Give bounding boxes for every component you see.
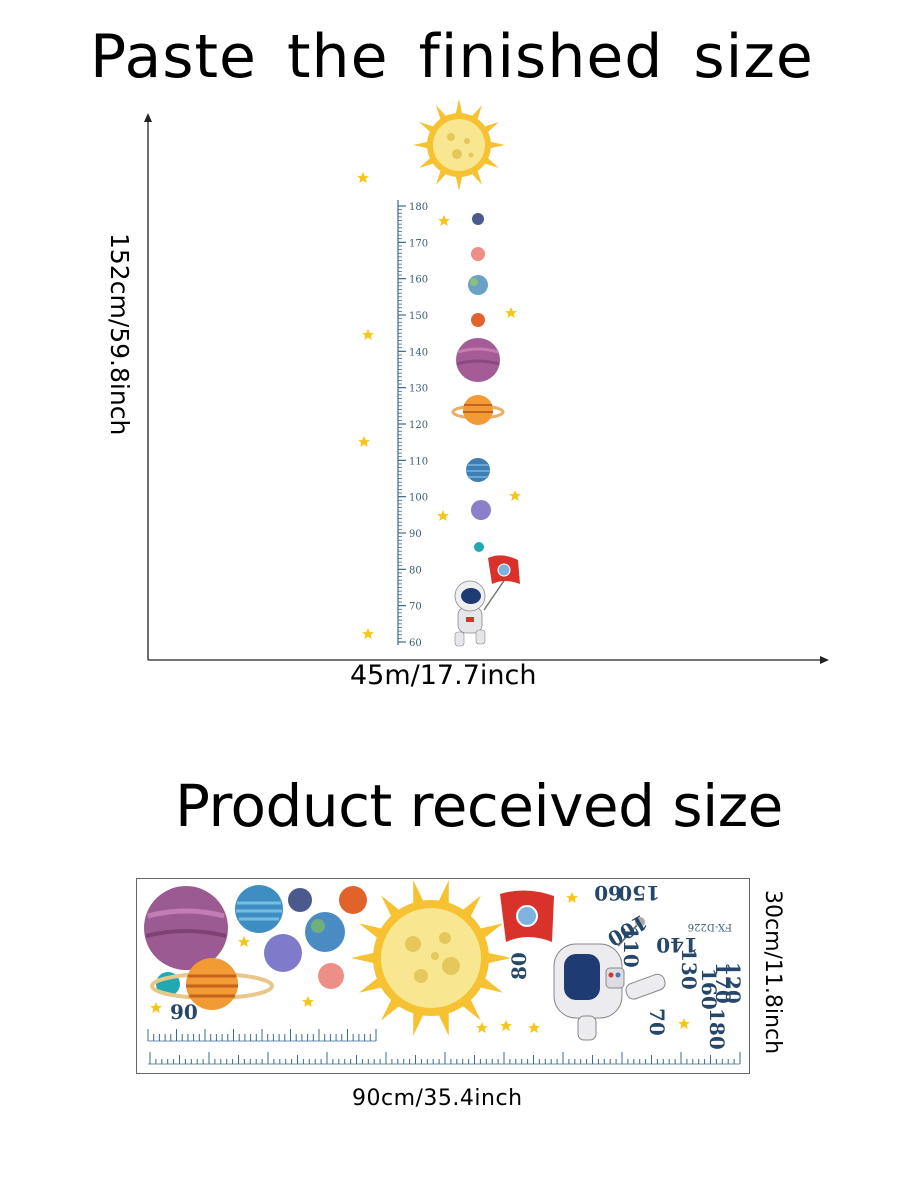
prod-number-140: 140 <box>656 933 698 957</box>
flag-icon <box>488 555 520 584</box>
planet-icon <box>235 885 283 933</box>
star-icon <box>362 329 374 340</box>
prod-number-170: 170 <box>711 962 735 1004</box>
planet-icon <box>288 888 312 912</box>
flag-icon <box>500 890 554 942</box>
ruler-tick-label: 170 <box>409 238 428 249</box>
planet-icon <box>471 500 491 520</box>
planet-icon <box>339 886 367 914</box>
planet-icon <box>472 213 484 225</box>
sun-icon <box>351 880 511 1036</box>
product-width-label: 90cm/35.4inch <box>352 1086 523 1111</box>
product-ruler-upper <box>147 1029 377 1042</box>
planet-icon <box>451 395 505 425</box>
prod-number-110: 110 <box>619 926 643 968</box>
star-icon <box>438 215 450 226</box>
star-icon <box>358 436 370 447</box>
planet-icon <box>150 958 274 1010</box>
arrow-up-icon <box>144 113 152 122</box>
star-icon <box>505 307 517 318</box>
ruler-tick-label: 100 <box>409 493 428 504</box>
ruler-tick-label: 130 <box>409 384 428 395</box>
prod-number-150: 150 <box>618 881 660 905</box>
title-paste-finished-size: Paste the finished size <box>90 22 814 92</box>
prod-number-180: 180 <box>705 1008 729 1050</box>
prod-number-60: 60 <box>594 881 622 905</box>
prod-number-120: 120 <box>721 962 745 1004</box>
planet-icon <box>471 313 485 327</box>
prod-number-130: 130 <box>677 948 701 990</box>
planet-icon <box>305 912 345 952</box>
ruler-tick-label: 150 <box>409 311 428 322</box>
product-code: FX-D226 <box>688 921 732 932</box>
star-icon <box>357 172 369 183</box>
ruler-tick-label: 80 <box>409 565 422 576</box>
planet-icon <box>468 275 488 295</box>
ruler-tick-label: 60 <box>409 638 422 649</box>
astronaut-icon <box>454 571 511 647</box>
planet-icon <box>264 934 302 972</box>
planet-icon <box>318 963 344 989</box>
astronaut-icon <box>553 917 666 1041</box>
star-icon <box>362 628 374 639</box>
prod-number-160: 160 <box>697 968 721 1010</box>
finished-height-label: 152cm/59.8inch <box>105 233 134 436</box>
planet-icon <box>456 338 500 382</box>
ruler-tick-label: 180 <box>409 202 428 213</box>
ruler-tick-label: 110 <box>409 456 428 467</box>
planet-icon <box>144 886 228 970</box>
star-icon <box>437 510 449 521</box>
title-product-received-size: Product received size <box>175 772 783 840</box>
finished-size-diagram: 180 170 160 150 140 130 120 110 100 90 80 70 60 <box>144 99 829 664</box>
planet-icon <box>466 458 490 482</box>
ruler-tick-label: 140 <box>409 347 428 358</box>
product-ruler-lower <box>148 1052 741 1065</box>
ruler-tick-label: 70 <box>409 602 422 613</box>
ruler-tick-label: 120 <box>409 420 428 431</box>
ruler-tick-label: 90 <box>409 529 422 540</box>
arrow-right-icon <box>820 656 829 664</box>
finished-width-label: 45m/17.7inch <box>350 660 537 691</box>
product-sheet: 90 80 70 100 110 120 130 140 150 160 170… <box>136 878 750 1074</box>
prod-number-70: 70 <box>645 1008 669 1036</box>
prod-number-90: 90 <box>170 1000 198 1024</box>
star-icon <box>509 490 521 501</box>
prod-number-80: 80 <box>507 952 531 980</box>
product-height-label: 30cm/11.8inch <box>760 890 785 1055</box>
planet-icon <box>474 542 484 552</box>
height-ruler: 180 170 160 150 140 130 120 110 100 90 80 70 60 <box>397 200 428 649</box>
planet-icon <box>471 247 485 261</box>
sun-icon <box>413 99 505 191</box>
ruler-tick-label: 160 <box>409 275 428 286</box>
